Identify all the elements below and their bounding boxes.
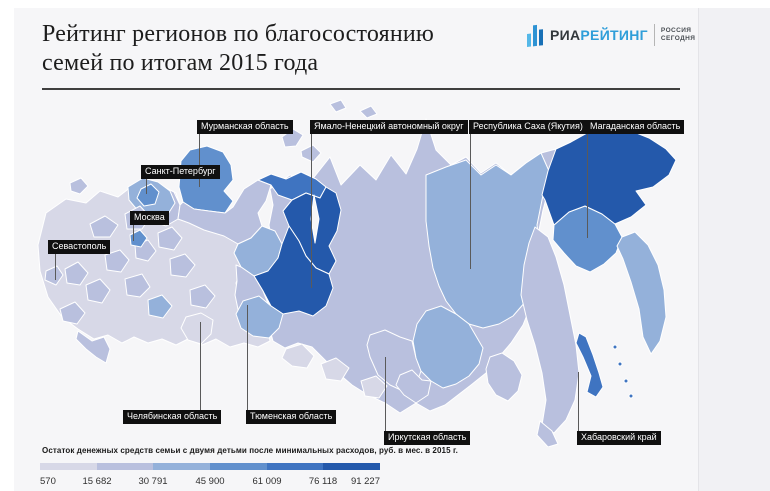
region-west-8	[169, 253, 196, 278]
region-west-4	[147, 294, 173, 319]
russia-choropleth-map	[37, 99, 677, 447]
region-west-1	[59, 301, 86, 325]
legend-swatch-4	[210, 463, 267, 470]
legend-tick-7: 91 227	[350, 476, 380, 487]
region-saint-petersburg	[136, 183, 160, 207]
title-line-1: Рейтинг регионов по благосостоянию	[42, 21, 435, 47]
ria-rating-logo[interactable]: РИА РЕЙТИНГ РОССИЯ СЕГОДНЯ	[527, 24, 695, 47]
region-label-moscow: Москва	[130, 211, 169, 225]
region-west-5	[89, 215, 119, 238]
region-buryatia	[395, 369, 432, 404]
legend-tick-3: 30 791	[138, 476, 168, 487]
region-amur	[485, 352, 523, 402]
region-arctic-island	[359, 105, 378, 119]
leader-line-irkutsk	[385, 357, 386, 431]
bar-chart-icon	[527, 24, 545, 47]
region-west-10	[64, 261, 89, 286]
region-khabarovsk	[520, 226, 580, 434]
legend-tick-2: 15 682	[82, 476, 112, 487]
region-sakhalin	[575, 332, 604, 398]
region-novosibirsk	[320, 357, 350, 382]
leader-line-murmansk	[199, 134, 200, 187]
region-kuril-island	[623, 378, 629, 384]
legend-tick-1: 570	[40, 476, 56, 487]
region-label-yamal: Ямало-Ненецкий автономный округ	[310, 120, 468, 134]
region-kuril-island	[617, 361, 623, 367]
region-label-khabarovsk: Хабаровский край	[577, 431, 661, 445]
region-khakasia	[360, 375, 388, 399]
legend-caption: Остаток денежных средств семьи с двумя д…	[42, 446, 458, 455]
region-moscow	[129, 229, 148, 248]
leader-line-sakha	[470, 134, 471, 269]
legend-swatch-6	[323, 463, 381, 470]
region-kamchatka	[616, 231, 667, 355]
legend-color-scale	[40, 463, 381, 470]
title-line-2: семей по итогам 2015 года	[42, 50, 319, 77]
logo-tagline-line1: РОССИЯ	[660, 26, 692, 34]
region-kaliningrad	[69, 177, 89, 195]
leader-line-khabarovsk	[578, 372, 579, 431]
region-west-3	[124, 273, 151, 298]
logo-text-rating: РЕЙТИНГ	[580, 27, 648, 43]
region-chukotka	[541, 125, 677, 226]
region-murmansk	[178, 145, 234, 214]
leader-line-sevastopol	[55, 252, 56, 280]
leader-line-chelyabinsk	[200, 322, 201, 410]
region-west-7	[157, 226, 183, 251]
region-arkhangelsk	[177, 179, 272, 245]
region-west-9	[189, 284, 216, 309]
legend-swatch-1	[40, 463, 97, 470]
title-divider	[42, 88, 680, 90]
leader-line-yamal	[311, 134, 312, 288]
leader-line-tyumen	[247, 305, 248, 410]
legend-tick-6: 76 118	[308, 476, 338, 487]
region-zabaikalye	[412, 305, 484, 389]
region-caucasus	[75, 330, 111, 364]
region-label-chelyabinsk: Челябинская область	[123, 410, 222, 424]
region-kuril-island	[612, 344, 618, 350]
gulf-of-ob	[310, 194, 320, 244]
region-label-murmansk: Мурманская область	[197, 120, 293, 134]
region-west-11	[104, 249, 130, 273]
region-label-tyumen: Тюменская область	[246, 410, 337, 424]
logo-text-ria: РИА	[550, 27, 581, 43]
logo-divider	[653, 24, 655, 46]
legend-tick-5: 61 009	[252, 476, 282, 487]
region-label-magadan: Магаданская область	[586, 120, 685, 134]
logo-tagline-line2: СЕГОДНЯ	[660, 35, 696, 42]
region-omsk	[281, 343, 315, 369]
logo-tagline: РОССИЯ СЕГОДНЯ	[661, 27, 695, 44]
region-west-2	[85, 278, 111, 304]
leader-line-spb	[146, 178, 147, 194]
region-label-spb: Санкт-Петербург	[141, 165, 220, 179]
legend-swatch-3	[153, 463, 211, 470]
region-label-sevastopol: Севастополь	[48, 240, 111, 254]
legend-swatch-2	[96, 463, 154, 470]
region-label-sakha: Республика Саха (Якутия)	[469, 120, 587, 134]
region-arctic-island	[329, 99, 347, 113]
legend-swatch-5	[266, 463, 324, 470]
page-title: Рейтинг регионов по благосостоянию семей…	[42, 20, 512, 79]
legend-tick-4: 45 900	[195, 476, 225, 487]
region-label-irkutsk: Иркутская область	[384, 431, 471, 445]
region-chelyabinsk	[180, 312, 214, 345]
leader-line-moscow	[133, 224, 134, 241]
region-kuril-island	[628, 393, 634, 399]
leader-line-magadan	[587, 134, 588, 238]
region-primorye	[536, 420, 559, 447]
side-strip	[698, 8, 770, 491]
